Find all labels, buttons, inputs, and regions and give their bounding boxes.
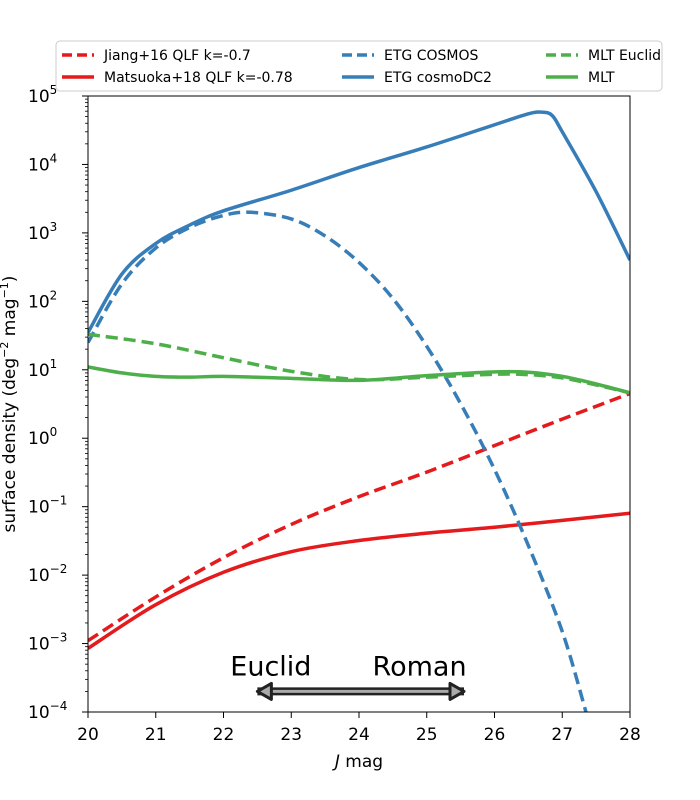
- series-line-jiang-16-qlf-k-0-7: [88, 391, 630, 643]
- annotation-roman: Roman: [373, 651, 467, 682]
- x-tick-label: 20: [77, 725, 99, 745]
- legend-label-etg-cosmos: ETG COSMOS: [384, 48, 478, 64]
- x-axis: 20 21 22 23 24 25 26 27 28: [77, 712, 641, 745]
- series-line-etg-cosmos: [88, 210, 588, 712]
- series-line-mlt-euclid: [88, 332, 630, 395]
- arrow-roman-head: [448, 681, 466, 701]
- x-tick-label: 24: [348, 725, 370, 745]
- x-tick-label: 28: [619, 725, 641, 745]
- series-line-matsuoka-18-qlf-k-0-78: [88, 511, 630, 650]
- plot-frame: [87, 95, 631, 713]
- series-layer: [88, 110, 630, 712]
- legend-label-matsuoka-18-qlf-k-0-78: Matsuoka+18 QLF k=-0.78: [104, 70, 293, 86]
- arrow-layer: [255, 681, 466, 701]
- legend-frame: [55, 40, 663, 92]
- series-line-mlt: [88, 365, 630, 395]
- x-tick-label: 22: [213, 725, 235, 745]
- y-tick-label: 103: [28, 220, 57, 244]
- legend-label-mlt-euclid: MLT Euclid: [588, 48, 661, 64]
- legend-label-etg-cosmodc2: ETG cosmoDC2: [384, 70, 492, 86]
- y-axis: 10−4 10−3 10−2 10−1 100 101 102 103 104 105: [28, 83, 88, 723]
- x-axis-label: J mag: [332, 752, 383, 772]
- y-axis-label: surface density (deg−2 mag−1): [0, 276, 20, 533]
- y-tick-label: 101: [28, 357, 57, 381]
- y-tick-label: 104: [28, 151, 57, 175]
- x-tick-label: 21: [145, 725, 167, 745]
- legend: Jiang+16 QLF k=-0.7 Matsuoka+18 QLF k=-0.…: [55, 40, 663, 92]
- y-tick-label: 105: [28, 83, 57, 107]
- y-tick-label: 100: [28, 425, 57, 449]
- y-tick-label: 10−2: [28, 562, 67, 586]
- series-line-etg-cosmodc2: [88, 110, 630, 334]
- y-tick-label: 10−1: [28, 494, 67, 518]
- y-tick-label: 10−4: [28, 699, 67, 723]
- legend-label-jiang-16-qlf-k-0-7: Jiang+16 QLF k=-0.7: [103, 48, 251, 64]
- arrow-euclid-head: [255, 681, 273, 701]
- x-tick-label: 26: [484, 725, 506, 745]
- y-tick-label: 10−3: [28, 631, 67, 655]
- x-tick-label: 25: [416, 725, 438, 745]
- y-tick-label: 102: [28, 288, 57, 312]
- x-tick-label: 27: [551, 725, 573, 745]
- x-tick-label: 23: [280, 725, 302, 745]
- annotation-euclid: Euclid: [230, 651, 311, 682]
- legend-label-mlt: MLT: [588, 70, 615, 86]
